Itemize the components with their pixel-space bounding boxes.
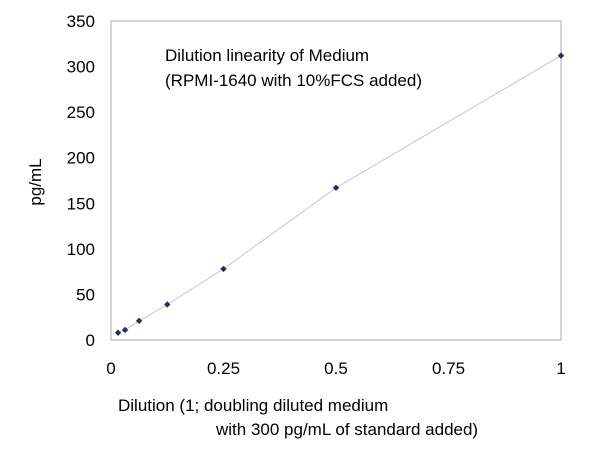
y-axis: 0 50 100 150 200 250 300 350 — [67, 12, 95, 350]
y-tick-label: 300 — [67, 58, 95, 77]
x-tick-label: 0.75 — [432, 359, 465, 378]
plot-area-frame — [110, 20, 562, 341]
y-tick-label: 350 — [67, 12, 95, 31]
annotation-line-2: (RPMI-1640 with 10%FCS added) — [165, 71, 422, 90]
series-markers — [114, 52, 565, 336]
y-tick-label: 0 — [86, 331, 95, 350]
annotation-line-1: Dilution linearity of Medium — [165, 46, 369, 65]
y-tick-label: 250 — [67, 103, 95, 122]
data-point — [114, 329, 122, 336]
data-point — [121, 326, 129, 334]
y-tick-label: 100 — [67, 240, 95, 259]
data-point — [332, 184, 340, 191]
x-axis: 0 0.25 0.5 0.75 1 — [106, 359, 565, 378]
x-tick-label: 1 — [556, 359, 565, 378]
y-tick-label: 150 — [67, 194, 95, 213]
y-axis-title: pg/mL — [26, 158, 45, 205]
data-point — [557, 52, 565, 59]
x-tick-label: 0.25 — [207, 359, 240, 378]
y-tick-label: 50 — [76, 285, 95, 304]
data-point — [164, 301, 171, 308]
x-tick-label: 0.5 — [324, 359, 348, 378]
series-line — [117, 55, 562, 334]
x-axis-title-line-1: Dilution (1; doubling diluted medium — [118, 396, 388, 415]
y-tick-label: 200 — [67, 149, 95, 168]
data-point — [135, 317, 143, 325]
data-point — [220, 265, 227, 273]
x-tick-label: 0 — [106, 359, 115, 378]
x-axis-title-line-2: with 300 pg/mL of standard added) — [215, 420, 478, 439]
